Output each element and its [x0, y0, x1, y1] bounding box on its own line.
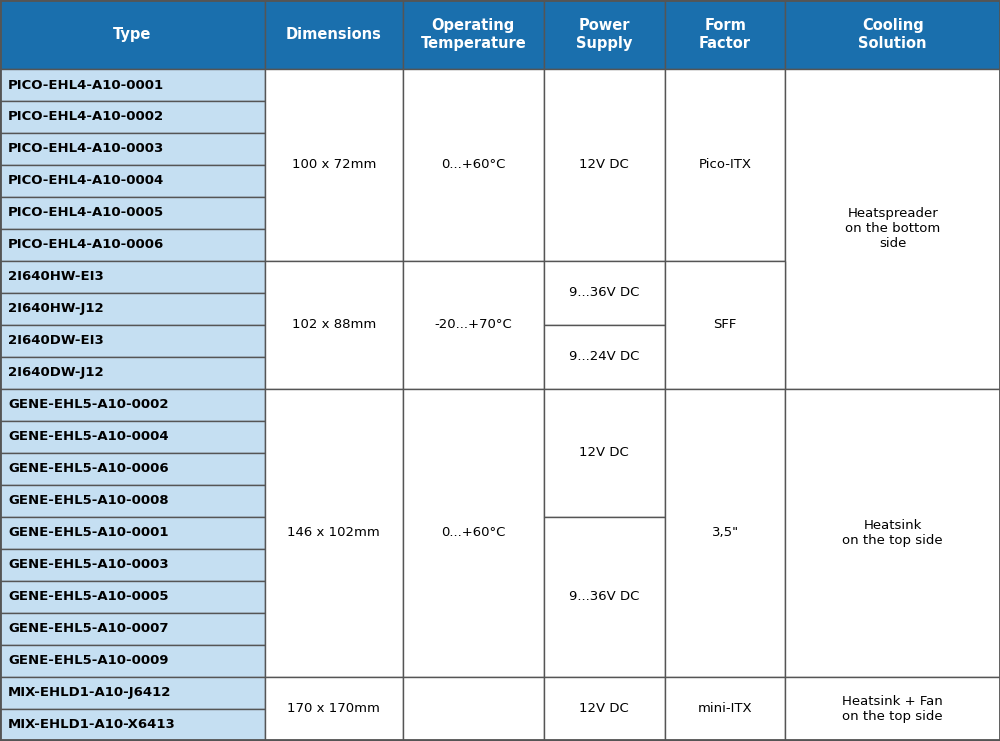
Bar: [544, 261, 665, 325]
Text: 12V DC: 12V DC: [579, 159, 629, 171]
Text: PICO-EHL4-A10-0001: PICO-EHL4-A10-0001: [8, 79, 164, 91]
Bar: [544, 389, 665, 516]
Bar: [403, 389, 544, 677]
Text: Type: Type: [113, 27, 152, 42]
Text: MIX-EHLD1-A10-J6412: MIX-EHLD1-A10-J6412: [8, 686, 171, 699]
Text: GENE-EHL5-A10-0003: GENE-EHL5-A10-0003: [8, 558, 169, 571]
Text: 0...+60°C: 0...+60°C: [441, 159, 506, 171]
Text: GENE-EHL5-A10-0006: GENE-EHL5-A10-0006: [8, 462, 169, 475]
Bar: [265, 389, 403, 677]
Text: PICO-EHL4-A10-0002: PICO-EHL4-A10-0002: [8, 110, 164, 124]
Text: Form
Factor: Form Factor: [699, 19, 751, 50]
Text: SFF: SFF: [713, 319, 737, 331]
Bar: [403, 677, 544, 740]
Bar: [544, 325, 665, 389]
Text: 100 x 72mm: 100 x 72mm: [292, 159, 376, 171]
Text: GENE-EHL5-A10-0009: GENE-EHL5-A10-0009: [8, 654, 169, 667]
Text: GENE-EHL5-A10-0002: GENE-EHL5-A10-0002: [8, 398, 169, 411]
Bar: [0, 548, 265, 581]
Bar: [785, 389, 1000, 677]
Bar: [0, 69, 265, 101]
Text: Power
Supply: Power Supply: [576, 19, 632, 50]
Bar: [265, 261, 403, 389]
Bar: [0, 165, 265, 197]
Bar: [0, 453, 265, 485]
Bar: [544, 516, 665, 677]
Text: Heatspreader
on the bottom
side: Heatspreader on the bottom side: [845, 207, 940, 250]
Bar: [403, 261, 544, 389]
Bar: [0, 325, 265, 357]
Bar: [0, 708, 265, 740]
Text: MIX-EHLD1-A10-X6413: MIX-EHLD1-A10-X6413: [8, 718, 176, 731]
Bar: [0, 261, 265, 293]
Text: 0...+60°C: 0...+60°C: [441, 526, 506, 539]
Bar: [0, 101, 265, 133]
Text: GENE-EHL5-A10-0005: GENE-EHL5-A10-0005: [8, 590, 169, 603]
Text: Operating
Temperature: Operating Temperature: [420, 19, 526, 50]
Text: 2I640HW-J12: 2I640HW-J12: [8, 302, 104, 316]
Text: GENE-EHL5-A10-0001: GENE-EHL5-A10-0001: [8, 526, 169, 539]
Text: mini-ITX: mini-ITX: [698, 702, 752, 715]
Text: 9...36V DC: 9...36V DC: [569, 590, 639, 603]
Text: 3,5": 3,5": [712, 526, 739, 539]
Bar: [0, 677, 265, 708]
Text: 9...24V DC: 9...24V DC: [569, 350, 639, 363]
Text: PICO-EHL4-A10-0004: PICO-EHL4-A10-0004: [8, 174, 164, 187]
Bar: [0, 645, 265, 677]
Bar: [544, 69, 665, 261]
Bar: [785, 677, 1000, 740]
Bar: [665, 677, 785, 740]
Text: GENE-EHL5-A10-0004: GENE-EHL5-A10-0004: [8, 431, 169, 443]
Text: Dimensions: Dimensions: [286, 27, 382, 42]
Bar: [0, 421, 265, 453]
Bar: [403, 69, 544, 261]
Bar: [0, 293, 265, 325]
Bar: [0, 197, 265, 229]
Text: 170 x 170mm: 170 x 170mm: [287, 702, 380, 715]
Bar: [0, 389, 265, 421]
Text: 2I640DW-J12: 2I640DW-J12: [8, 366, 104, 379]
Bar: [785, 69, 1000, 389]
Text: Heatsink
on the top side: Heatsink on the top side: [842, 519, 943, 547]
Text: Heatsink + Fan
on the top side: Heatsink + Fan on the top side: [842, 694, 943, 722]
Bar: [0, 516, 265, 548]
Text: -20...+70°C: -20...+70°C: [434, 319, 512, 331]
Bar: [785, 0, 1000, 69]
Text: GENE-EHL5-A10-0008: GENE-EHL5-A10-0008: [8, 494, 169, 507]
Bar: [0, 133, 265, 165]
Bar: [265, 677, 403, 740]
Bar: [265, 0, 403, 69]
Bar: [665, 0, 785, 69]
Text: 12V DC: 12V DC: [579, 702, 629, 715]
Bar: [0, 357, 265, 389]
Text: PICO-EHL4-A10-0006: PICO-EHL4-A10-0006: [8, 239, 164, 251]
Bar: [544, 0, 665, 69]
Bar: [0, 229, 265, 261]
Bar: [0, 581, 265, 613]
Bar: [0, 0, 265, 69]
Bar: [403, 0, 544, 69]
Text: PICO-EHL4-A10-0005: PICO-EHL4-A10-0005: [8, 207, 164, 219]
Text: Cooling
Solution: Cooling Solution: [858, 19, 927, 50]
Text: GENE-EHL5-A10-0007: GENE-EHL5-A10-0007: [8, 622, 169, 635]
Text: 2I640DW-EI3: 2I640DW-EI3: [8, 334, 104, 348]
Bar: [0, 485, 265, 516]
Bar: [665, 389, 785, 677]
Text: 9...36V DC: 9...36V DC: [569, 286, 639, 299]
Bar: [265, 69, 403, 261]
Bar: [0, 613, 265, 645]
Text: 102 x 88mm: 102 x 88mm: [292, 319, 376, 331]
Text: 12V DC: 12V DC: [579, 446, 629, 459]
Bar: [665, 261, 785, 389]
Text: PICO-EHL4-A10-0003: PICO-EHL4-A10-0003: [8, 142, 164, 156]
Text: 146 x 102mm: 146 x 102mm: [287, 526, 380, 539]
Text: Pico-ITX: Pico-ITX: [699, 159, 752, 171]
Bar: [665, 69, 785, 261]
Bar: [544, 677, 665, 740]
Text: 2I640HW-EI3: 2I640HW-EI3: [8, 270, 104, 283]
